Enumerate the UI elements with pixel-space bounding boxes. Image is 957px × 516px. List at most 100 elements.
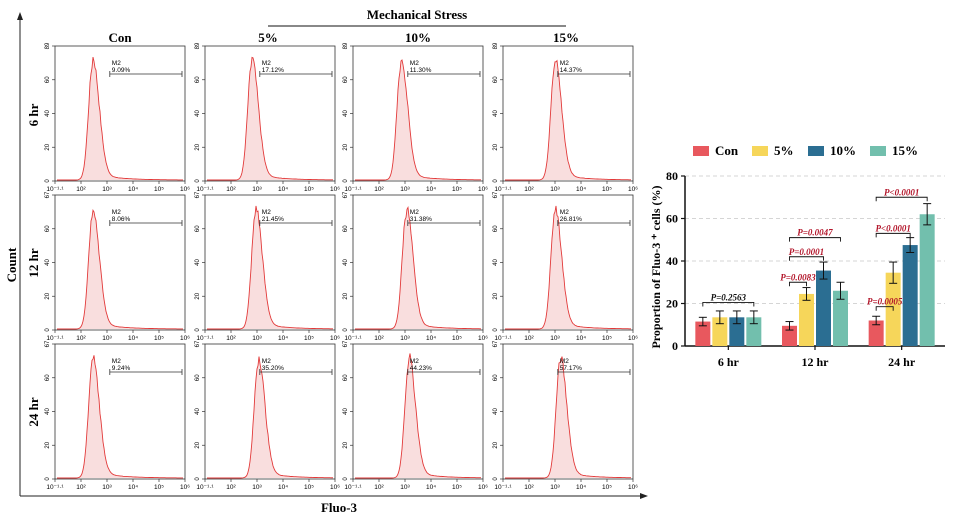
x-tick-label: 10³: [550, 186, 560, 193]
gate-percentage: 9.09%: [112, 67, 131, 74]
x-tick-label: 10⁻¹·¹: [344, 186, 362, 193]
row-header-6hr: 6 hr: [26, 103, 41, 126]
y-tick-label: 20: [195, 292, 201, 299]
x-tick-label: 10⁵: [602, 484, 612, 491]
x-tick-label: 10⁴: [278, 484, 288, 491]
y-tick-label: 0: [343, 179, 349, 183]
y-tick-label: 0: [493, 477, 499, 481]
y-tick-label: 20: [343, 143, 349, 150]
x-tick-label: 10²: [76, 484, 86, 491]
y-tick-label: 0: [343, 328, 349, 332]
y-tick-label: 67: [195, 340, 201, 347]
y-tick-label: 20: [493, 441, 499, 448]
y-tick-label: 0: [493, 328, 499, 332]
y-tick-label: 0: [45, 477, 51, 481]
y-tick-label: 20: [666, 297, 678, 311]
gate-label: M2: [410, 60, 419, 67]
y-tick-label: 60: [493, 76, 499, 83]
x-tick-label: 10⁶: [330, 484, 340, 491]
x-tick-label: 10³: [102, 484, 112, 491]
histogram-curve: [57, 209, 183, 330]
column-header-5: 5%: [258, 30, 278, 45]
x-tick-label: 10⁻¹·¹: [46, 335, 64, 342]
y-tick-label: 67: [493, 191, 499, 198]
y-tick-label: 67: [45, 191, 51, 198]
bar: [695, 321, 711, 346]
histogram-fill: [355, 207, 481, 329]
histogram-fill: [57, 210, 183, 329]
x-tick-label: 10⁶: [180, 335, 190, 342]
column-header-con: Con: [108, 30, 132, 45]
histogram-fill: [57, 57, 183, 180]
x-tick-label: 10⁶: [330, 186, 340, 193]
x-tick-label: 10⁴: [426, 186, 436, 193]
x-tick-label: 10²: [226, 335, 236, 342]
p-value-label: P=0.2563: [711, 292, 747, 302]
gate-label: M2: [262, 358, 271, 365]
x-tick-label: 10⁵: [452, 186, 462, 193]
y-tick-label: 67: [343, 191, 349, 198]
histogram-panel: 67 60 40 20 0 10⁻¹·¹ 10² 10³ 10⁴ 10⁵ 10⁶ M28.06%: [45, 191, 190, 342]
y-tick-label: 40: [45, 408, 51, 415]
x-tick-label: 10⁴: [128, 186, 138, 193]
histogram-fill: [207, 356, 333, 478]
y-tick-label: 67: [343, 340, 349, 347]
legend-label: 15%: [892, 143, 918, 158]
y-tick-label: 0: [672, 339, 678, 353]
y-tick-label: 40: [45, 259, 51, 266]
histogram-curve: [355, 206, 481, 330]
y-tick-label: 89: [493, 42, 499, 49]
y-tick-label: 60: [343, 225, 349, 232]
y-tick-label: 40: [45, 110, 51, 117]
x-tick-label: 10³: [252, 186, 262, 193]
y-tick-label: 20: [493, 292, 499, 299]
x-tick-label: 10⁵: [452, 335, 462, 342]
legend-label: Con: [715, 143, 739, 158]
legend-swatch: [870, 146, 886, 156]
legend-swatch: [752, 146, 768, 156]
y-axis-label: Proportion of Fluo-3 ⁺ cells (%): [649, 185, 663, 348]
bar: [799, 293, 814, 346]
gate-percentage: 21.45%: [262, 216, 284, 223]
histogram-fill: [207, 57, 333, 180]
x-tick-label: 10⁵: [602, 335, 612, 342]
histogram-curve: [505, 59, 631, 181]
bar: [833, 290, 848, 346]
histogram-panel: 89 60 40 20 0 10⁻¹·¹ 10² 10³ 10⁴ 10⁵ 10⁶ M29.09%: [45, 42, 190, 193]
y-tick-label: 40: [493, 110, 499, 117]
x-tick-label: 10⁶: [478, 335, 488, 342]
y-tick-label: 40: [195, 408, 201, 415]
histogram-curve: [57, 56, 183, 181]
y-tick-label: 60: [666, 212, 678, 226]
gate-percentage: 31.38%: [410, 216, 432, 223]
bar: [902, 245, 918, 346]
bar: [782, 325, 797, 346]
y-tick-label: 40: [666, 254, 678, 268]
legend-label: 5%: [774, 143, 794, 158]
histogram-curve: [505, 205, 631, 330]
group-label: Mechanical Stress: [367, 7, 468, 22]
legend-swatch: [808, 146, 824, 156]
y-tick-label: 20: [45, 143, 51, 150]
x-tick-label: 10⁴: [278, 186, 288, 193]
y-tick-label: 0: [195, 179, 201, 183]
x-tick-label: 10²: [374, 335, 384, 342]
y-tick-label: 60: [343, 374, 349, 381]
x-tick-label: 10²: [226, 186, 236, 193]
x-tick-label: 10²: [226, 484, 236, 491]
y-tick-label: 60: [493, 225, 499, 232]
y-tick-label: 60: [493, 374, 499, 381]
y-tick-label: 40: [343, 259, 349, 266]
significance-bracket: [875, 232, 911, 238]
x-tick-label: 10⁶: [180, 484, 190, 491]
legend-swatch: [693, 146, 709, 156]
x-tick-label: 10²: [76, 335, 86, 342]
bar: [712, 317, 728, 346]
x-tick-label: 10⁻¹·¹: [494, 335, 512, 342]
x-tick-label: 10²: [524, 335, 534, 342]
x-tick-label: 10⁴: [576, 335, 586, 342]
histogram-curve: [355, 59, 481, 181]
x-tick-label: 10⁴: [426, 335, 436, 342]
